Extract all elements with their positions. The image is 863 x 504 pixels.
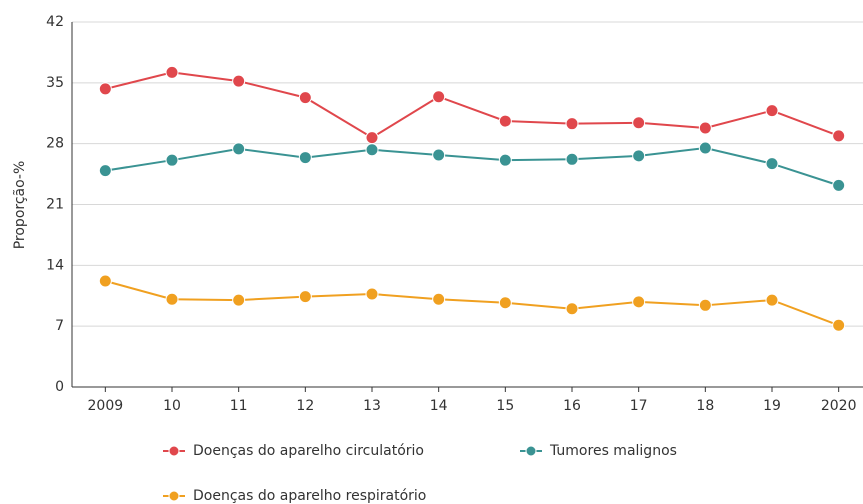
point bbox=[232, 142, 246, 156]
y-axis-label: Proporção-% bbox=[12, 161, 28, 250]
point bbox=[432, 90, 446, 104]
legend-marker bbox=[168, 490, 180, 502]
point bbox=[365, 287, 379, 301]
point bbox=[298, 151, 312, 165]
legend-marker bbox=[168, 445, 180, 457]
series-line bbox=[105, 71, 840, 139]
point bbox=[232, 74, 246, 88]
point bbox=[765, 157, 779, 171]
point bbox=[565, 117, 579, 131]
y-tick-label: 21 bbox=[46, 197, 64, 213]
y-tick-label: 28 bbox=[46, 136, 64, 152]
x-tick-label: 11 bbox=[230, 398, 248, 414]
x-tick-label: 18 bbox=[696, 398, 714, 414]
point bbox=[365, 143, 379, 157]
point bbox=[432, 148, 446, 162]
point bbox=[98, 82, 112, 96]
legend-label: Doenças do aparelho respiratório bbox=[193, 488, 426, 504]
x-tick-label: 13 bbox=[363, 398, 381, 414]
point bbox=[698, 141, 712, 155]
x-tick-label: 15 bbox=[496, 398, 514, 414]
point bbox=[498, 114, 512, 128]
x-tick-label: 2009 bbox=[88, 398, 124, 414]
legend-marker bbox=[525, 445, 537, 457]
y-tick-label: 7 bbox=[55, 318, 64, 334]
y-tick-label: 0 bbox=[55, 379, 64, 395]
x-tick-label: 19 bbox=[763, 398, 781, 414]
point bbox=[498, 153, 512, 167]
legend-label: Tumores malignos bbox=[549, 443, 677, 459]
legend-label: Doenças do aparelho circulatório bbox=[193, 443, 424, 459]
point bbox=[832, 129, 846, 143]
point bbox=[765, 293, 779, 307]
point bbox=[165, 292, 179, 306]
point bbox=[698, 121, 712, 135]
point bbox=[565, 302, 579, 316]
x-tick-label: 17 bbox=[630, 398, 648, 414]
x-tick-label: 12 bbox=[296, 398, 314, 414]
point bbox=[232, 293, 246, 307]
x-tick-label: 2020 bbox=[821, 398, 857, 414]
y-tick-label: 35 bbox=[46, 75, 64, 91]
point bbox=[365, 131, 379, 145]
point bbox=[832, 318, 846, 332]
series-line bbox=[105, 280, 840, 327]
point bbox=[498, 296, 512, 310]
point bbox=[165, 65, 179, 79]
x-tick-label: 16 bbox=[563, 398, 581, 414]
point bbox=[98, 274, 112, 288]
x-tick-label: 14 bbox=[430, 398, 448, 414]
point bbox=[432, 292, 446, 306]
point bbox=[98, 164, 112, 178]
point bbox=[698, 298, 712, 312]
point bbox=[298, 91, 312, 105]
point bbox=[632, 295, 646, 309]
y-tick-label: 42 bbox=[46, 14, 64, 30]
point bbox=[765, 104, 779, 118]
series-line bbox=[105, 146, 839, 187]
y-tick-label: 14 bbox=[46, 257, 64, 273]
point bbox=[832, 178, 846, 192]
point bbox=[565, 152, 579, 166]
x-tick-label: 10 bbox=[163, 398, 181, 414]
point bbox=[632, 116, 646, 130]
point bbox=[298, 290, 312, 304]
point bbox=[632, 149, 646, 163]
point bbox=[165, 153, 179, 167]
